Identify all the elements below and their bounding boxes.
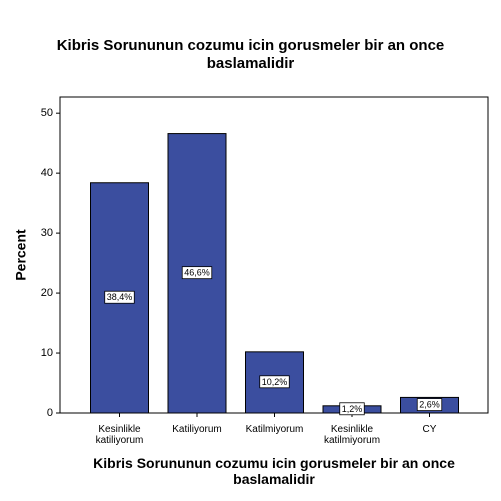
y-axis-label: Percent	[13, 229, 29, 281]
value-label: 1,2%	[342, 404, 363, 414]
value-label-box	[104, 290, 135, 304]
y-tick-label: 40	[41, 167, 53, 179]
x-tick-label: Kesinlikle katilmiyorum	[323, 424, 381, 446]
y-tick-label: 10	[41, 347, 53, 359]
value-label: 38,4%	[107, 292, 133, 302]
chart-title: Kibris Sorununun cozumu icin gorusmeler …	[56, 37, 445, 72]
value-label-box	[259, 375, 290, 389]
x-tick-label: Katiliyorum	[172, 424, 222, 435]
x-tick-label: Katilmiyorum	[245, 424, 304, 435]
y-tick-label: 30	[41, 227, 53, 239]
x-axis-label: Kibris Sorununun cozumu icin gorusmeler …	[93, 455, 455, 487]
value-label-box	[416, 398, 443, 411]
y-tick-label: 0	[47, 407, 53, 419]
value-label: 2,6%	[419, 400, 440, 410]
x-tick-label: CY	[422, 424, 437, 435]
value-label: 10,2%	[262, 377, 288, 387]
value-label: 46,6%	[184, 268, 210, 278]
value-label-box	[181, 266, 213, 280]
y-tick-label: 50	[41, 107, 53, 119]
x-tick-label: Kesinlikle katiliyorum	[95, 424, 144, 446]
value-label-box	[339, 402, 365, 416]
y-tick-label: 20	[41, 287, 53, 299]
